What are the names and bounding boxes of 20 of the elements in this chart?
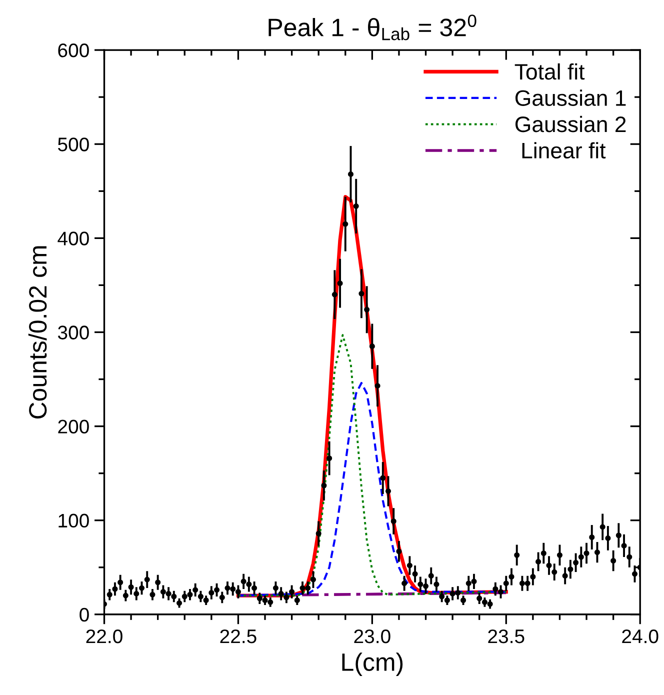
x-tick-label: 23.0 <box>354 629 390 644</box>
y-tick-label: 0 <box>80 608 89 622</box>
y-axis-title: Counts/0.02 cm <box>28 246 47 418</box>
y-tick-label: 600 <box>58 44 89 58</box>
legend-label: Gaussian 1 <box>515 90 626 106</box>
x-tick-label: 22.0 <box>86 629 122 644</box>
legend-label: Gaussian 2 <box>515 116 626 132</box>
y-tick-label: 100 <box>58 514 89 528</box>
line-series <box>237 334 508 597</box>
x-axis-title: L(cm) <box>342 652 403 676</box>
y-tick-label: 200 <box>58 420 89 434</box>
x-tick-label: 24.0 <box>622 629 658 644</box>
legend-label: Linear fit <box>522 142 606 159</box>
legend-label: Total fit <box>514 63 585 80</box>
chart-title: Peak 1 - θ$_{Lab}$ = 32$^{0}$ <box>268 14 476 40</box>
y-tick-label: 400 <box>58 232 89 246</box>
x-tick-label: 23.5 <box>488 629 524 644</box>
x-tick-label: 22.5 <box>220 629 256 644</box>
y-tick-label: 300 <box>58 326 89 340</box>
y-tick-label: 500 <box>58 138 89 152</box>
